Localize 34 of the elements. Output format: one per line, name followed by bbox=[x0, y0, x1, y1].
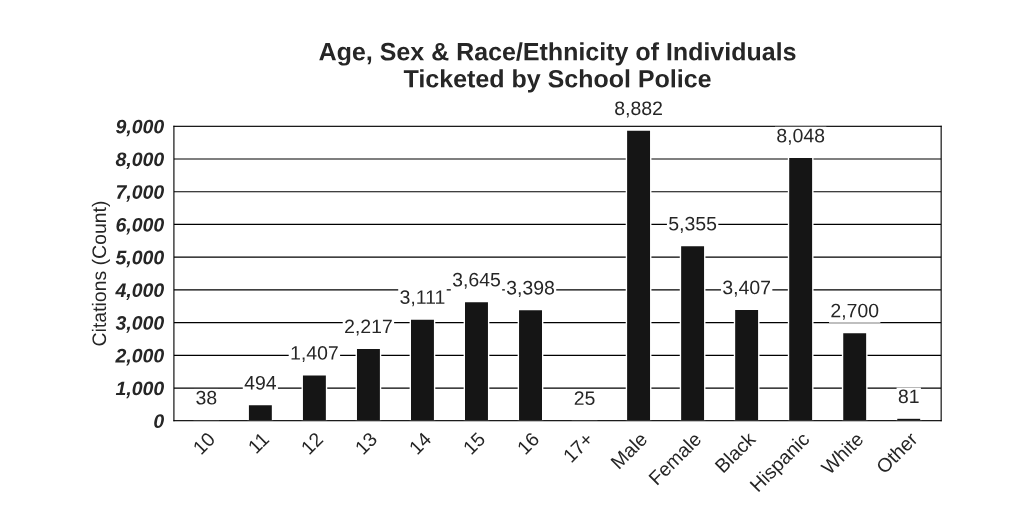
x-tick-label: 16 bbox=[516, 431, 541, 455]
data-label: 5,355 bbox=[669, 216, 717, 233]
data-label: 3,398 bbox=[506, 280, 555, 297]
y-tick-label: 3,000 bbox=[115, 316, 164, 333]
y-axis-title: Citations (Count) bbox=[91, 201, 110, 346]
x-tick-label: 13 bbox=[354, 431, 378, 455]
y-tick-label: 8,000 bbox=[115, 152, 164, 170]
x-tick-label: 15 bbox=[462, 431, 487, 455]
data-label: 8,882 bbox=[615, 101, 662, 118]
y-tick-label: 4,000 bbox=[115, 283, 164, 300]
y-tick-label: 9,000 bbox=[115, 119, 164, 137]
data-label: 3,407 bbox=[723, 280, 770, 297]
x-tick-label: 17+ bbox=[562, 431, 594, 463]
data-label: 81 bbox=[898, 389, 919, 404]
x-tick-label: 10 bbox=[192, 431, 216, 455]
data-label: 3,111 bbox=[400, 290, 445, 307]
data-label: 494 bbox=[244, 375, 277, 390]
y-tick-label: 7,000 bbox=[116, 185, 164, 202]
x-tick-label: 12 bbox=[300, 431, 324, 455]
y-tick-label: 0 bbox=[154, 414, 164, 429]
y-tick-label: 6,000 bbox=[116, 217, 164, 235]
y-tick-label: 1,000 bbox=[115, 381, 164, 399]
data-label: 8,048 bbox=[777, 128, 825, 145]
x-tick-label: 14 bbox=[408, 431, 433, 455]
data-label: 2,700 bbox=[831, 303, 879, 320]
data-label: 38 bbox=[196, 390, 217, 405]
data-label: 2,217 bbox=[345, 319, 392, 336]
x-tick-label: 11 bbox=[247, 431, 270, 454]
data-label: 3,645 bbox=[452, 272, 500, 289]
y-tick-label: 5,000 bbox=[115, 250, 164, 268]
y-tick-label: 2,000 bbox=[115, 348, 164, 366]
data-label: 1,407 bbox=[291, 346, 338, 363]
data-label: 25 bbox=[574, 391, 595, 406]
chart-title: Age, Sex & Race/Ethnicity of Individuals Ticketed by School Police bbox=[319, 42, 796, 93]
